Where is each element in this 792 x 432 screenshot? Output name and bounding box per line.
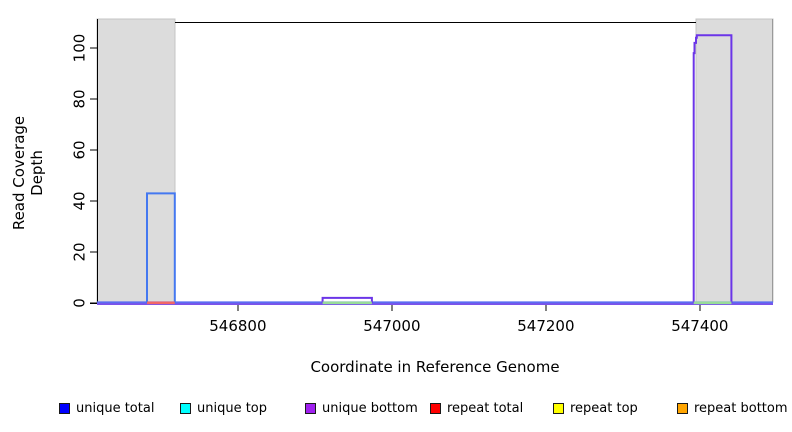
- x-axis-title: Coordinate in Reference Genome: [310, 358, 560, 376]
- y-tick-label: 60: [71, 140, 89, 159]
- x-tick-label: 547000: [363, 317, 420, 335]
- y-axis-title: Read Coverage Depth: [10, 115, 46, 231]
- y-tick-label: 0: [71, 298, 89, 308]
- series-unique-bottom: [321, 296, 373, 303]
- shaded-region: [96, 18, 176, 303]
- x-tick-label: 547200: [517, 317, 574, 335]
- y-tick-label: 100: [71, 34, 89, 63]
- y-tick-label: 40: [71, 191, 89, 210]
- shaded-region: [695, 18, 774, 303]
- series-unique-total: [146, 192, 176, 303]
- x-tick-label: 546800: [209, 317, 266, 335]
- series-unique-bottom: [692, 34, 733, 303]
- y-tick-label: 20: [71, 242, 89, 261]
- y-tick-label: 80: [71, 89, 89, 108]
- x-tick-label: 547400: [671, 317, 728, 335]
